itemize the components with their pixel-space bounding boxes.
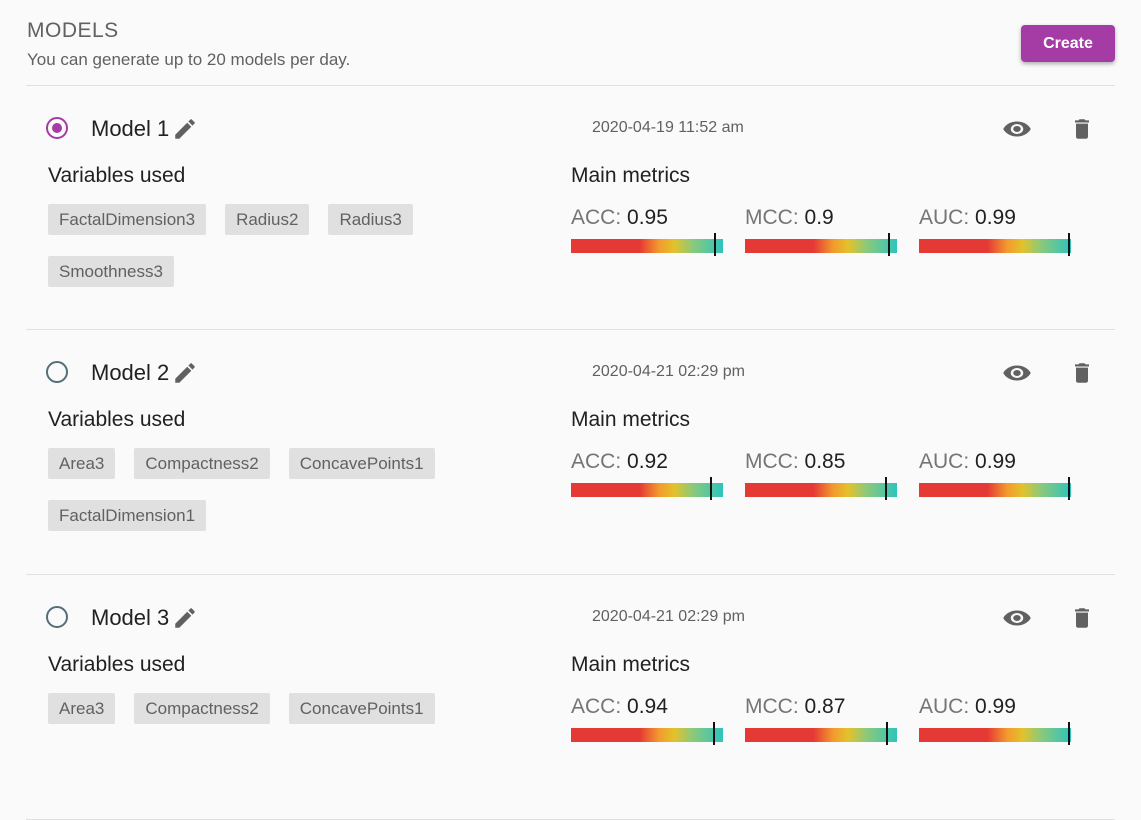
metric-value: 0.9	[804, 206, 834, 229]
metric-name: ACC:	[571, 450, 622, 473]
metric-name: AUC:	[919, 206, 970, 229]
variables-used-label: Variables used	[48, 164, 186, 187]
main-metrics-label: Main metrics	[571, 653, 691, 676]
metric-name: MCC:	[745, 450, 799, 473]
variable-chip: Compactness2	[134, 693, 270, 724]
main-metrics-label: Main metrics	[571, 408, 691, 431]
main-metrics-label: Main metrics	[571, 164, 691, 187]
view-icon[interactable]	[1002, 606, 1032, 630]
metric-value: 0.94	[627, 695, 668, 718]
metric-marker	[710, 477, 712, 500]
metric: MCC: 0.85	[745, 449, 897, 500]
variable-chip: ConcavePoints1	[288, 448, 435, 479]
model-name: Model 1	[91, 116, 170, 141]
variable-chip: Area3	[48, 693, 116, 724]
variables-used-label: Variables used	[48, 408, 186, 431]
metric-value: 0.95	[627, 206, 668, 229]
model-card: Model 1 2020-04-19 11:52 am Variables used…	[26, 85, 1115, 330]
metric-marker	[885, 477, 887, 500]
variable-chips: Area3 Compactness2 ConcavePoints1 FactalDim…	[48, 448, 518, 552]
edit-icon[interactable]	[172, 605, 198, 631]
model-select-radio[interactable]	[46, 361, 68, 383]
metric-marker	[714, 233, 716, 256]
metric-bar	[919, 477, 1071, 500]
variable-chip: FactalDimension3	[48, 204, 207, 235]
metric: MCC: 0.9	[745, 205, 897, 256]
view-icon[interactable]	[1002, 117, 1032, 141]
metric: ACC: 0.92	[571, 449, 723, 500]
variable-chip: Smoothness3	[48, 256, 174, 287]
metric-bar	[919, 722, 1071, 745]
metric-marker	[1068, 233, 1070, 256]
variable-chip: Radius3	[328, 204, 413, 235]
metric-value: 0.87	[804, 695, 846, 718]
page-subtitle: You can generate up to 20 models per day…	[27, 50, 351, 69]
variable-chips: Area3 Compactness2 ConcavePoints1	[48, 693, 518, 745]
variable-chip: ConcavePoints1	[288, 693, 435, 724]
create-button[interactable]: Create	[1021, 25, 1115, 62]
model-select-radio[interactable]	[46, 117, 68, 139]
metric-value: 0.85	[804, 450, 846, 473]
metric: ACC: 0.95	[571, 205, 723, 256]
metric: AUC: 0.99	[919, 449, 1071, 500]
metric-bar	[745, 233, 897, 256]
metric-bar	[745, 722, 897, 745]
metric: ACC: 0.94	[571, 694, 723, 745]
variables-used-label: Variables used	[48, 653, 186, 676]
page-header: MODELS You can generate up to 20 models …	[27, 18, 350, 70]
page-title: MODELS	[27, 19, 119, 42]
metric-name: MCC:	[745, 206, 799, 229]
metric-name: AUC:	[919, 450, 970, 473]
model-date: 2020-04-21 02:29 pm	[592, 608, 745, 625]
edit-icon[interactable]	[172, 116, 198, 142]
variable-chip: Radius2	[225, 204, 310, 235]
delete-icon[interactable]	[1070, 116, 1094, 142]
model-name: Model 3	[91, 605, 170, 630]
model-card: Model 2 2020-04-21 02:29 pm Variables used…	[26, 329, 1115, 574]
metric: AUC: 0.99	[919, 205, 1071, 256]
variable-chip: FactalDimension1	[48, 500, 207, 531]
metric-name: AUC:	[919, 695, 970, 718]
metric-name: MCC:	[745, 695, 799, 718]
variable-chip: Area3	[48, 448, 116, 479]
metric-name: ACC:	[571, 206, 622, 229]
metric-bar	[571, 233, 723, 256]
metric-marker	[886, 722, 888, 745]
metric-bar	[571, 722, 723, 745]
metric-value: 0.99	[975, 450, 1016, 473]
edit-icon[interactable]	[172, 360, 198, 386]
metric-marker	[1068, 722, 1070, 745]
metric-bar	[745, 477, 897, 500]
variable-chip: Compactness2	[134, 448, 270, 479]
model-name: Model 2	[91, 360, 170, 385]
metric-value: 0.99	[975, 695, 1016, 718]
variable-chips: FactalDimension3 Radius2 Radius3 Smoothness…	[48, 204, 518, 308]
metric: MCC: 0.87	[745, 694, 897, 745]
metric-bar	[919, 233, 1071, 256]
model-card: Model 3 2020-04-21 02:29 pm Variables used…	[26, 574, 1115, 820]
delete-icon[interactable]	[1070, 360, 1094, 386]
metric-marker	[888, 233, 890, 256]
metric-marker	[713, 722, 715, 745]
delete-icon[interactable]	[1070, 605, 1094, 631]
metric-marker	[1068, 477, 1070, 500]
metric-value: 0.99	[975, 206, 1016, 229]
model-date: 2020-04-21 02:29 pm	[592, 363, 745, 380]
model-date: 2020-04-19 11:52 am	[592, 119, 744, 136]
view-icon[interactable]	[1002, 361, 1032, 385]
metric-bar	[571, 477, 723, 500]
metric-value: 0.92	[627, 450, 668, 473]
metric: AUC: 0.99	[919, 694, 1071, 745]
model-select-radio[interactable]	[46, 606, 68, 628]
metric-name: ACC:	[571, 695, 622, 718]
